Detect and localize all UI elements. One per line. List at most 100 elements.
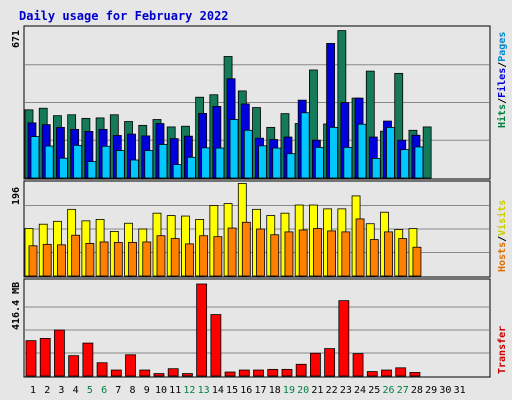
hosts-bar bbox=[85, 242, 95, 277]
day-label: 24 bbox=[354, 385, 366, 396]
visits-ymax-label: 196 bbox=[11, 187, 22, 205]
legend-hosts: Hosts bbox=[497, 242, 508, 272]
pages-bar bbox=[258, 145, 267, 179]
hosts-bar bbox=[312, 228, 322, 277]
hosts-bar bbox=[227, 227, 237, 277]
hosts-visits-legend: Hosts/Visits bbox=[496, 200, 508, 272]
transfer-bar bbox=[281, 368, 293, 377]
pages-bar bbox=[371, 158, 381, 179]
day-label: 26 bbox=[382, 385, 394, 396]
pages-bar bbox=[130, 159, 139, 179]
legend-slash: / bbox=[497, 236, 508, 242]
pages-bar bbox=[343, 146, 353, 179]
pages-bar bbox=[272, 147, 282, 179]
day-label: 10 bbox=[155, 385, 167, 396]
transfer-bar bbox=[96, 362, 108, 377]
pages-bar bbox=[30, 136, 40, 179]
transfer-bar bbox=[153, 373, 165, 377]
transfer-bar bbox=[238, 369, 250, 377]
day-label: 31 bbox=[454, 385, 466, 396]
hosts-bar bbox=[113, 242, 123, 277]
pages-bar bbox=[201, 147, 211, 179]
pages-bar bbox=[300, 112, 310, 179]
hits-files-pages-legend: Hits/Files/Pages bbox=[496, 32, 508, 128]
transfer-bar bbox=[381, 369, 392, 377]
day-label: 3 bbox=[58, 385, 64, 396]
pages-bar bbox=[314, 146, 324, 179]
legend-text: Hosts/Visits bbox=[496, 200, 508, 272]
hosts-bar bbox=[270, 234, 280, 277]
hosts-bar bbox=[156, 235, 166, 277]
day-label: 4 bbox=[73, 385, 79, 396]
day-label: 8 bbox=[130, 385, 136, 396]
pages-bar bbox=[357, 123, 367, 179]
hosts-bar bbox=[369, 239, 379, 277]
day-label: 28 bbox=[411, 385, 423, 396]
day-label: 18 bbox=[269, 385, 281, 396]
transfer-bar bbox=[409, 372, 421, 377]
hits-ymax-label: 671 bbox=[11, 30, 22, 48]
transfer-bar bbox=[196, 283, 208, 377]
hosts-bar bbox=[99, 241, 109, 277]
day-label: 27 bbox=[397, 385, 409, 396]
day-label: 22 bbox=[326, 385, 338, 396]
hosts-bar bbox=[412, 246, 422, 277]
day-label: 20 bbox=[297, 385, 309, 396]
legend-visits: Visits bbox=[496, 200, 508, 236]
transfer-panel bbox=[23, 278, 491, 378]
transfer-ymax-label: 416.4 MB bbox=[11, 282, 22, 330]
hosts-bar bbox=[28, 245, 38, 277]
day-label: 7 bbox=[115, 385, 121, 396]
hosts-bar bbox=[185, 243, 194, 277]
pages-bar bbox=[115, 150, 125, 179]
legend-files: Files bbox=[496, 68, 508, 98]
hosts-bar bbox=[398, 238, 408, 277]
pages-bar bbox=[329, 126, 339, 179]
day-label: 21 bbox=[311, 385, 323, 396]
transfer-bar bbox=[224, 371, 236, 377]
legend-hits: Hits bbox=[496, 104, 508, 128]
legend-pages: Pages bbox=[497, 32, 508, 62]
pages-bar bbox=[286, 153, 296, 179]
hosts-bar bbox=[42, 243, 52, 277]
pages-bar bbox=[158, 144, 168, 179]
pages-bar bbox=[44, 145, 54, 179]
day-label: 16 bbox=[240, 385, 252, 396]
pages-bar bbox=[400, 149, 410, 179]
day-label: 25 bbox=[368, 385, 380, 396]
transfer-bar bbox=[182, 373, 193, 377]
transfer-bar bbox=[366, 371, 378, 377]
day-label: 19 bbox=[283, 385, 295, 396]
transfer-bar bbox=[54, 329, 65, 377]
pages-bar bbox=[101, 145, 111, 179]
transfer-bar bbox=[210, 314, 222, 377]
day-label: 5 bbox=[87, 385, 93, 396]
hits-bar bbox=[422, 126, 432, 179]
hosts-bar bbox=[355, 218, 365, 277]
transfer-bar bbox=[68, 355, 80, 377]
pages-bar bbox=[73, 144, 83, 179]
transfer-bar bbox=[125, 354, 136, 377]
day-label: 23 bbox=[340, 385, 352, 396]
hosts-bar bbox=[199, 235, 209, 277]
hosts-bar bbox=[341, 231, 351, 277]
day-label: 13 bbox=[198, 385, 210, 396]
transfer-bar bbox=[267, 368, 279, 377]
pages-bar bbox=[87, 161, 97, 179]
pages-bar bbox=[172, 164, 182, 179]
chart-title: Daily usage for February 2022 bbox=[19, 9, 229, 23]
transfer-bar bbox=[139, 369, 151, 377]
transfer-bar bbox=[110, 369, 122, 377]
hosts-bar bbox=[298, 229, 308, 277]
pages-bar bbox=[215, 147, 225, 179]
day-label: 12 bbox=[183, 385, 195, 396]
pages-bar bbox=[59, 157, 68, 179]
pages-bar bbox=[144, 150, 154, 179]
hosts-bar bbox=[284, 231, 294, 277]
legend-slash: / bbox=[497, 98, 508, 104]
hosts-bar bbox=[71, 234, 81, 277]
transfer-legend: Transfer bbox=[497, 326, 508, 374]
hosts-bar bbox=[142, 241, 152, 277]
day-labels: 1 2 3 4 5 6 7 8 9 10 11 12 13 14 15 16 17 18 19 20 21 22 23 24 2… bbox=[30, 385, 466, 396]
